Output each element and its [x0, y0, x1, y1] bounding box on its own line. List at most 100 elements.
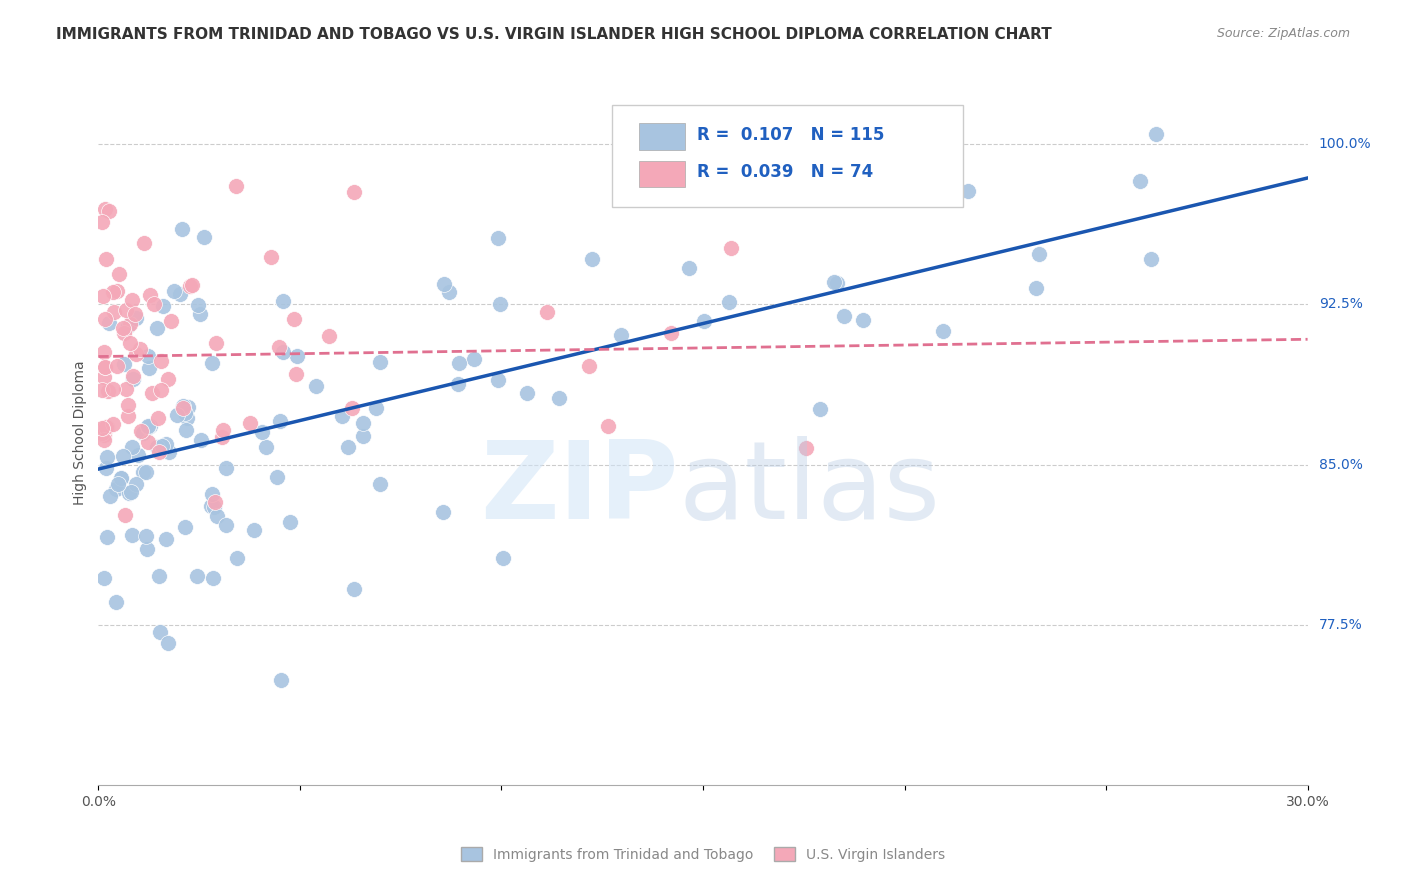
- Point: [148, 444, 170, 458]
- Point: [205, 508, 228, 523]
- Point: [273, 294, 295, 309]
- Point: [93, 370, 115, 384]
- Point: [148, 568, 170, 582]
- Point: [166, 408, 188, 422]
- Point: [125, 310, 148, 325]
- Point: [330, 409, 353, 424]
- Point: [693, 313, 716, 327]
- Point: [101, 285, 124, 300]
- Point: [145, 320, 167, 334]
- Point: [94, 461, 117, 475]
- Point: [138, 349, 160, 363]
- Point: [138, 360, 160, 375]
- Point: [266, 470, 288, 484]
- Point: [104, 595, 127, 609]
- Point: [832, 309, 855, 323]
- Point: [110, 471, 132, 485]
- Legend: Immigrants from Trinidad and Tobago, U.S. Virgin Islanders: Immigrants from Trinidad and Tobago, U.S…: [456, 841, 950, 867]
- Point: [150, 439, 173, 453]
- FancyBboxPatch shape: [638, 123, 685, 150]
- Point: [718, 295, 741, 310]
- Point: [368, 355, 391, 369]
- Point: [796, 442, 818, 456]
- Point: [129, 424, 152, 438]
- Point: [103, 305, 125, 319]
- Point: [720, 241, 742, 255]
- Point: [108, 268, 131, 282]
- Point: [114, 508, 136, 523]
- Point: [121, 528, 143, 542]
- Text: R =  0.039   N = 74: R = 0.039 N = 74: [697, 163, 873, 181]
- Point: [155, 436, 177, 450]
- Point: [516, 385, 538, 400]
- Point: [93, 345, 115, 359]
- Point: [598, 419, 620, 434]
- Point: [578, 359, 600, 374]
- Point: [94, 202, 117, 216]
- Point: [160, 314, 183, 328]
- Point: [120, 336, 142, 351]
- Point: [813, 172, 835, 186]
- Point: [124, 307, 146, 321]
- Point: [352, 428, 374, 442]
- Point: [201, 571, 224, 585]
- Point: [267, 340, 290, 354]
- Point: [581, 252, 603, 267]
- FancyBboxPatch shape: [613, 105, 963, 207]
- Point: [447, 376, 470, 391]
- Point: [91, 421, 114, 435]
- Point: [172, 222, 194, 236]
- Point: [105, 284, 128, 298]
- Point: [211, 430, 233, 444]
- Text: R =  0.107   N = 115: R = 0.107 N = 115: [697, 126, 884, 144]
- Point: [94, 419, 117, 434]
- Point: [271, 345, 294, 359]
- Point: [188, 307, 211, 321]
- Point: [143, 297, 166, 311]
- Text: 85.0%: 85.0%: [1319, 458, 1362, 472]
- Text: 77.5%: 77.5%: [1319, 618, 1362, 632]
- Point: [146, 440, 169, 454]
- Point: [174, 406, 197, 420]
- Point: [181, 277, 204, 292]
- Point: [125, 346, 148, 360]
- Point: [239, 416, 262, 430]
- Point: [254, 440, 277, 454]
- Point: [121, 369, 143, 384]
- Point: [225, 178, 247, 193]
- Point: [176, 401, 198, 415]
- Point: [242, 524, 264, 538]
- Point: [212, 423, 235, 437]
- Point: [336, 440, 359, 454]
- Point: [172, 401, 194, 415]
- Point: [486, 231, 509, 245]
- Point: [186, 569, 208, 583]
- Point: [117, 318, 139, 333]
- Point: [121, 293, 143, 308]
- Point: [157, 635, 180, 649]
- Point: [201, 356, 224, 370]
- Point: [155, 532, 177, 546]
- Point: [252, 425, 274, 439]
- Point: [150, 384, 173, 398]
- Point: [280, 515, 302, 529]
- Point: [101, 382, 124, 396]
- Point: [215, 461, 238, 475]
- Point: [136, 435, 159, 450]
- Point: [609, 328, 631, 343]
- Point: [463, 352, 485, 367]
- Point: [342, 185, 364, 199]
- Point: [122, 372, 145, 386]
- Point: [135, 529, 157, 543]
- Point: [1025, 281, 1047, 295]
- Point: [269, 414, 291, 428]
- Point: [305, 379, 328, 393]
- Point: [157, 372, 180, 386]
- Point: [91, 383, 114, 397]
- Point: [105, 482, 128, 496]
- Point: [1144, 127, 1167, 141]
- Point: [98, 316, 121, 330]
- Point: [202, 500, 225, 514]
- Point: [121, 440, 143, 454]
- Point: [101, 417, 124, 432]
